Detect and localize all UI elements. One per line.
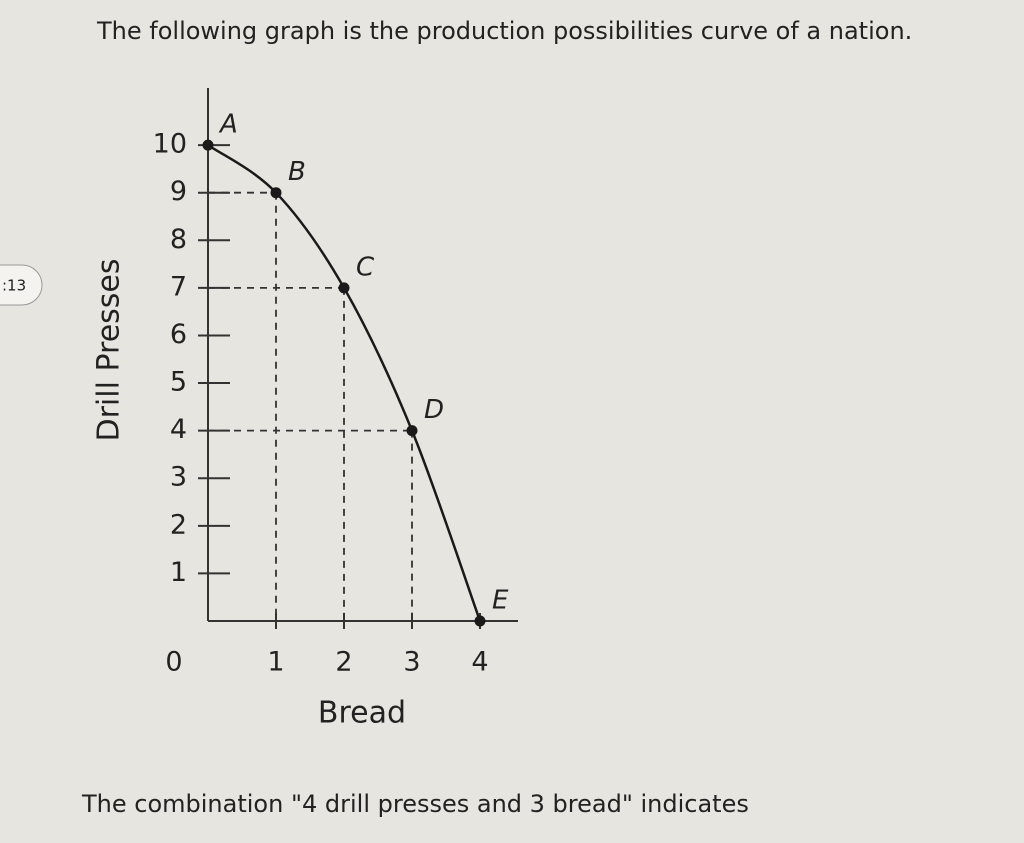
point <box>202 139 214 151</box>
point <box>338 282 350 294</box>
y-axis-label: Drill Presses <box>92 258 127 441</box>
x-axis-label: Bread <box>318 696 406 731</box>
point <box>406 425 418 437</box>
ppc-curve <box>207 144 482 622</box>
timer: :13 <box>2 277 26 295</box>
point <box>474 615 486 627</box>
y-tick-label: 3 <box>170 462 187 493</box>
x-tick-label: 0 <box>165 647 182 678</box>
point <box>270 187 282 199</box>
y-tick-label: 6 <box>170 319 187 350</box>
chart: 1 2 3 4 5 6 7 8 9 10 0 1 2 3 4 Bread Drill Presses A B C D E <box>92 88 518 731</box>
point-label: D <box>424 395 444 425</box>
y-tick-label: 1 <box>170 557 187 588</box>
x-tick-label: 2 <box>335 647 352 678</box>
point-label: C <box>356 252 375 282</box>
x-tick-label: 1 <box>267 647 284 678</box>
x-tick-label: 4 <box>471 647 488 678</box>
point-label: E <box>492 586 509 616</box>
point-label: A <box>218 110 238 140</box>
point-label: B <box>288 157 306 187</box>
y-tick-label: 4 <box>170 414 187 445</box>
timer-badge <box>0 264 43 306</box>
y-tick-label: 7 <box>170 271 187 302</box>
y-tick-label: 8 <box>170 224 187 255</box>
x-tick-label: 3 <box>403 647 420 678</box>
question-text: The combination "4 drill presses and 3 b… <box>81 790 749 818</box>
y-tick-label: 10 <box>153 129 187 160</box>
y-tick-label: 5 <box>170 367 187 398</box>
y-tick-label: 2 <box>170 509 187 540</box>
intro-text: The following graph is the production po… <box>96 17 912 45</box>
y-tick-label: 9 <box>170 176 187 207</box>
